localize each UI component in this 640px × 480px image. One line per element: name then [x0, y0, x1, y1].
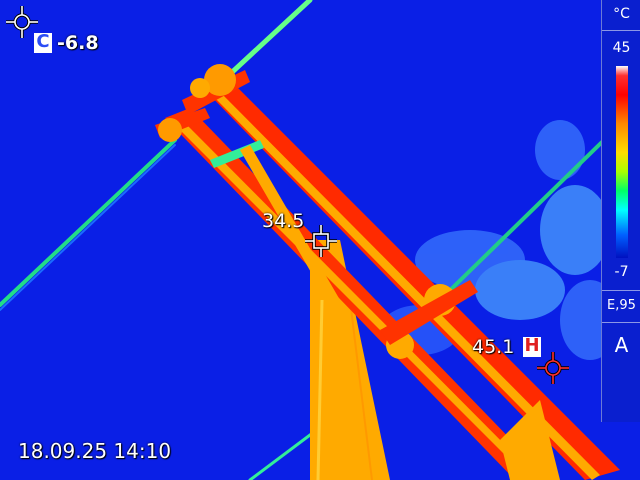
emissivity-value: E,95: [607, 298, 636, 313]
scale-unit: °C: [613, 6, 630, 22]
scale-min: -7: [614, 264, 629, 280]
cold-spot-value: -6.8: [57, 32, 99, 54]
hot-spot-crosshair-icon: [537, 352, 569, 384]
scale-max: 45: [612, 40, 631, 56]
center-spot-crosshair-icon: [305, 225, 337, 257]
cold-spot-crosshair-icon: [6, 6, 38, 38]
color-scale-bar: [616, 66, 628, 258]
cold-spot-badge: C: [34, 33, 52, 53]
center-spot-value: 34.5: [262, 210, 305, 232]
capture-timestamp: 18.09.25 14:10: [18, 439, 172, 463]
cloud-region: [380, 120, 620, 360]
tower-crossarms: [155, 64, 620, 480]
range-mode-indicator[interactable]: A: [614, 333, 629, 357]
hot-spot-badge: H: [523, 335, 541, 357]
hot-spot-value: 45.1: [472, 336, 515, 358]
temperature-scale-panel: °C 45 -7 E,95 A: [601, 0, 640, 422]
